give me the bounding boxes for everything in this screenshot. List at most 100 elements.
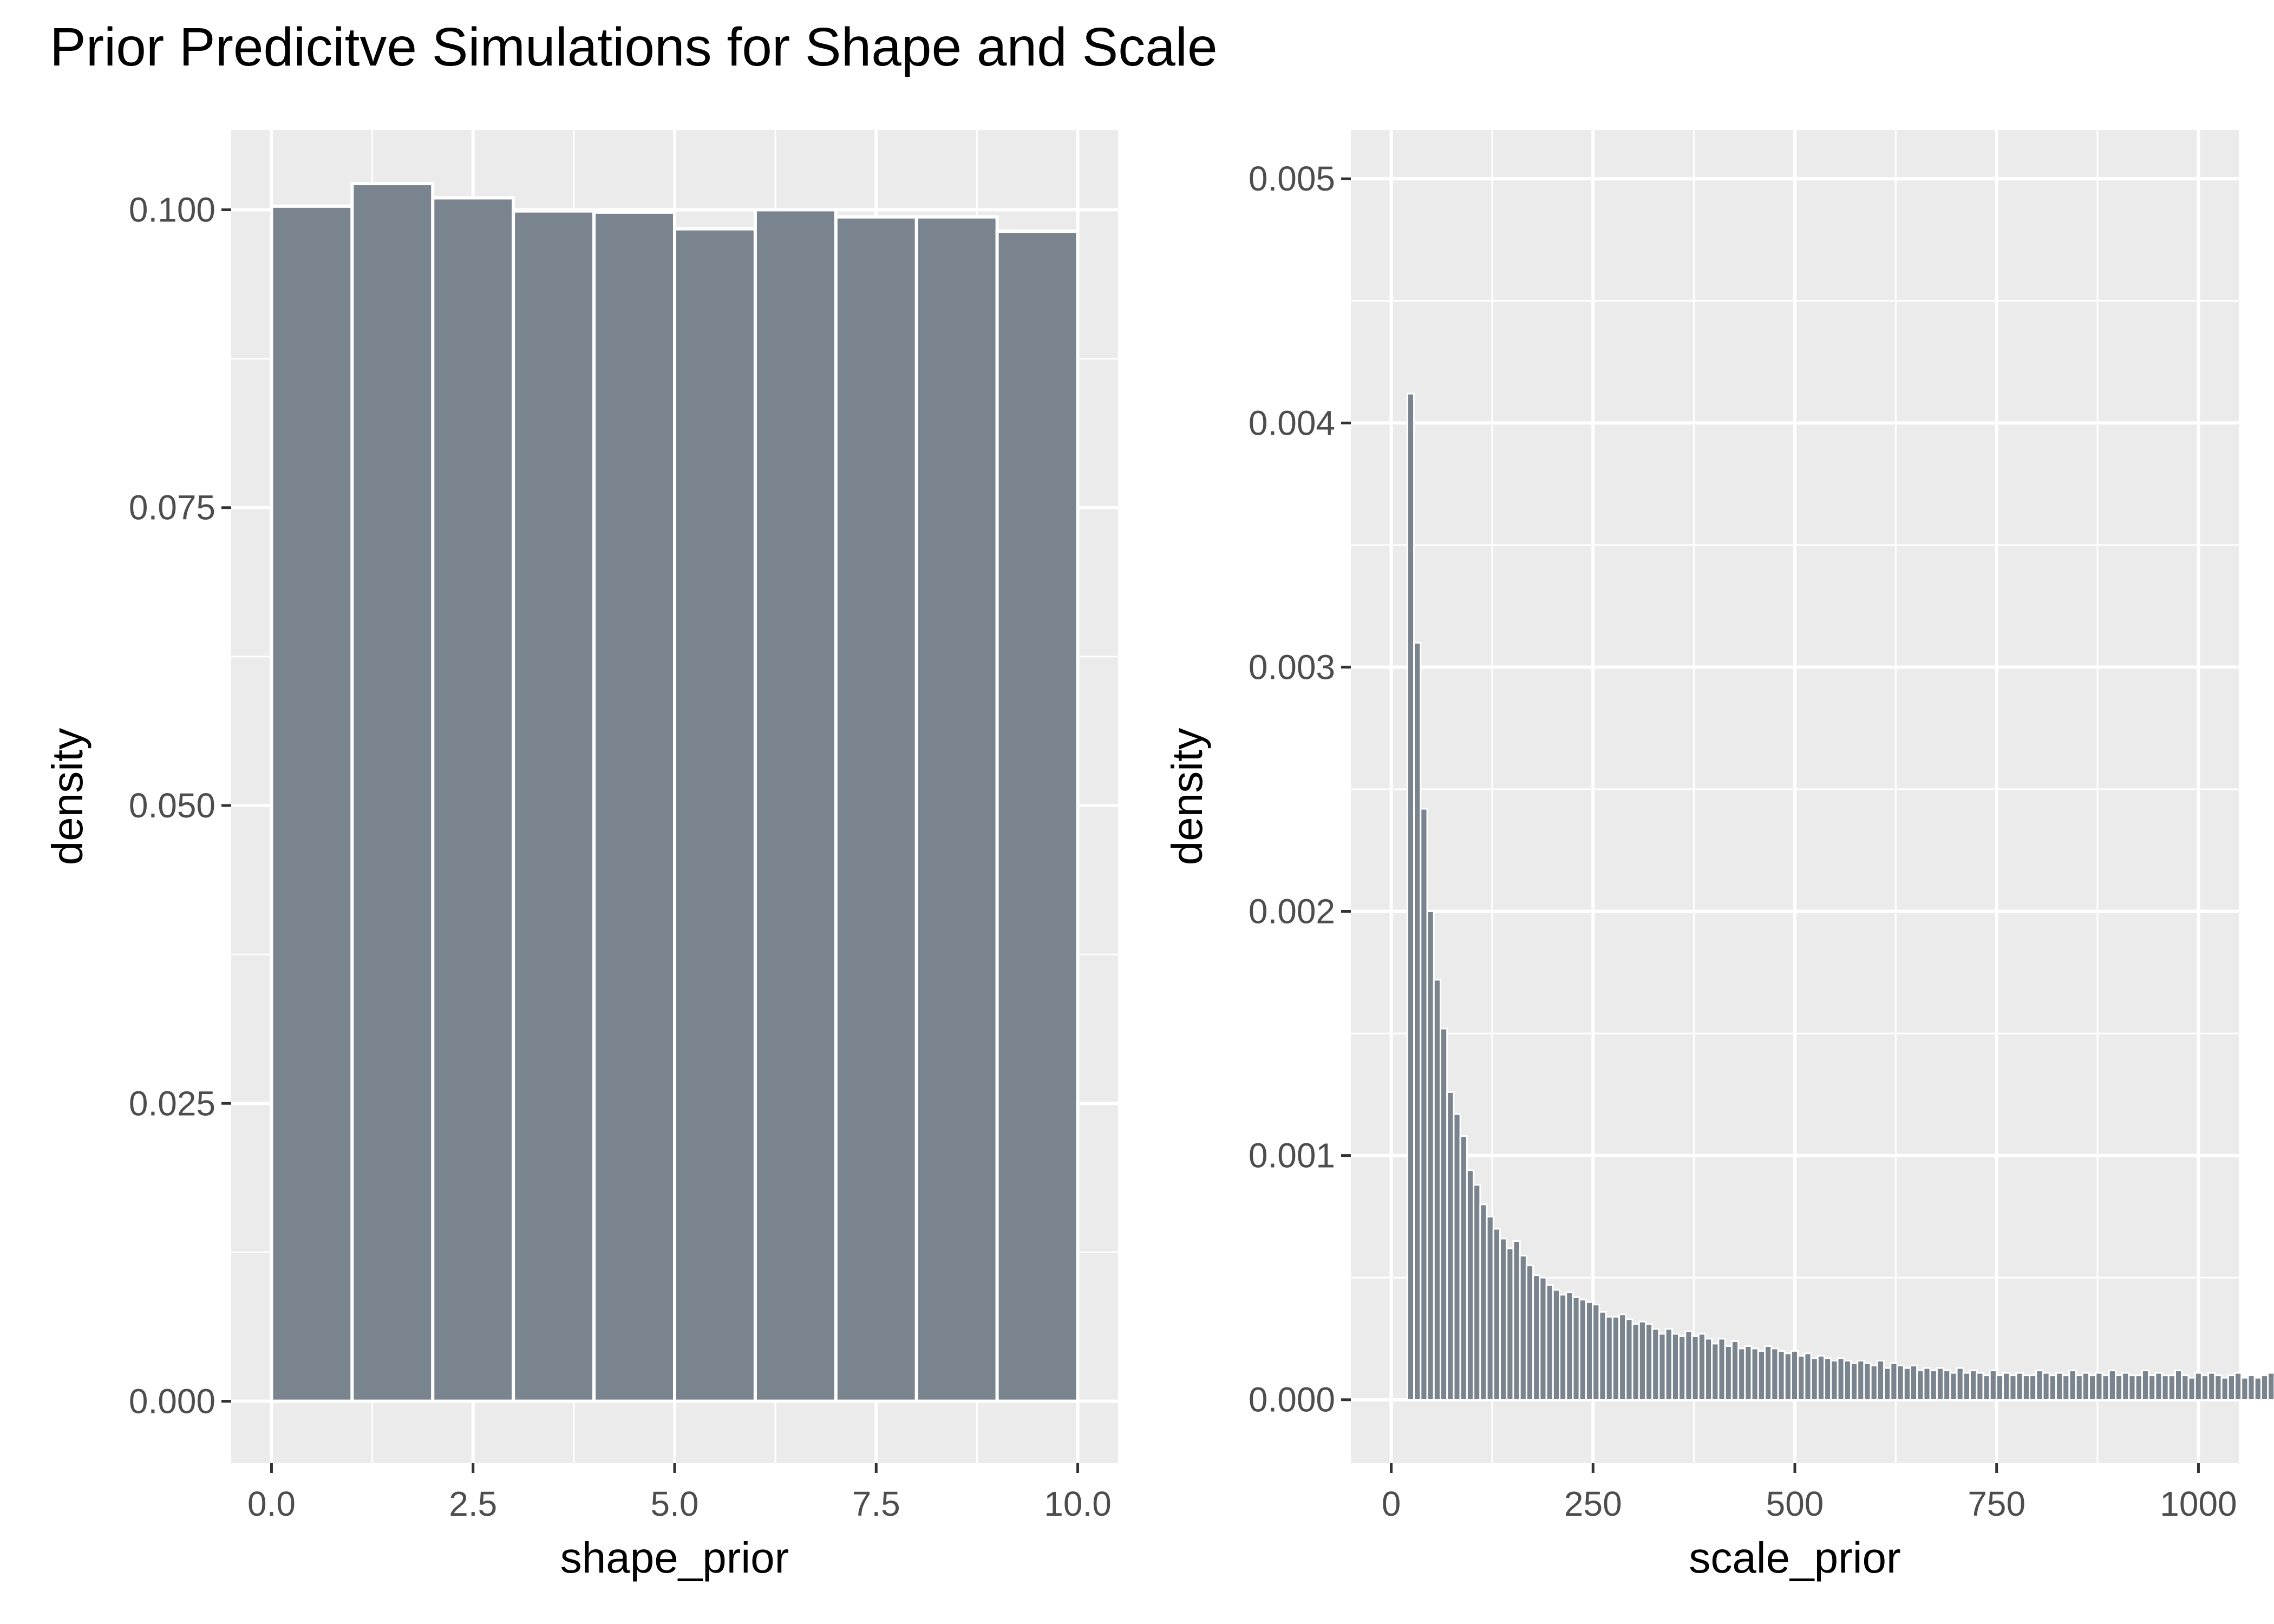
histogram-bar — [2114, 1374, 2123, 1401]
y-tick-label: 0.004 — [1249, 403, 1335, 442]
y-tick-label: 0.005 — [1249, 159, 1335, 198]
histogram-bar — [1770, 1347, 1779, 1401]
histogram-bar — [1433, 979, 1441, 1401]
histogram-bar — [2048, 1374, 2057, 1401]
histogram-bar — [1790, 1350, 1799, 1401]
histogram-bar — [1737, 1347, 1746, 1401]
histogram-bar — [2154, 1372, 2163, 1401]
histogram-bar — [1870, 1365, 1878, 1401]
histogram-bar — [1625, 1318, 1633, 1401]
histogram-bar — [512, 209, 596, 1403]
scale-prior-histogram: 0.000 0.001 0.002 0.003 0.004 0.005 0 250 500 750… — [1163, 130, 2274, 1582]
histogram-bar — [1936, 1367, 1945, 1401]
histogram-bar — [2108, 1370, 2116, 1401]
histogram-bar — [2234, 1372, 2243, 1401]
histogram-bar — [1717, 1338, 1726, 1401]
y-tick-label: 0.003 — [1249, 647, 1335, 686]
histogram-bar — [1909, 1365, 1918, 1401]
histogram-bar — [2134, 1374, 2143, 1401]
histogram-bar — [1506, 1247, 1514, 1401]
histogram-bar — [2068, 1370, 2077, 1401]
histogram-bar — [2174, 1370, 2183, 1401]
histogram-bar — [2121, 1372, 2130, 1401]
x-tick-label: 500 — [1766, 1484, 1824, 1523]
x-tick-label: 0 — [1382, 1484, 1401, 1523]
y-tick-label: 0.000 — [129, 1382, 215, 1421]
histogram-bar — [1843, 1360, 1852, 1401]
histogram-bar — [1890, 1362, 1898, 1401]
histogram-bar — [2220, 1377, 2229, 1401]
histogram-bar — [1691, 1335, 1700, 1401]
histogram-bar — [1578, 1299, 1587, 1401]
histogram-bar — [1704, 1338, 1713, 1401]
histogram-bar — [1810, 1357, 1819, 1401]
histogram-bar — [1962, 1372, 1971, 1401]
y-tick-label: 0.075 — [129, 488, 215, 527]
histogram-bar — [2009, 1374, 2017, 1401]
histogram-bar — [1644, 1323, 1654, 1401]
histogram-bar — [673, 227, 757, 1403]
histogram-bar — [1406, 392, 1415, 1401]
histogram-bar — [1949, 1372, 1958, 1401]
histogram-bar — [1486, 1215, 1494, 1401]
histogram-bar — [2148, 1374, 2157, 1401]
histogram-bar — [1684, 1330, 1693, 1401]
histogram-bar — [1857, 1360, 1865, 1401]
histogram-bar — [2075, 1374, 2083, 1401]
histogram-bar — [2029, 1374, 2037, 1401]
histogram-bar — [1552, 1289, 1561, 1401]
histogram-bar — [1559, 1294, 1567, 1401]
histogram-bar — [1982, 1374, 1991, 1401]
histogram-bar — [1605, 1315, 1613, 1401]
histogram-bar — [1631, 1323, 1640, 1401]
histogram-bar — [2042, 1372, 2050, 1401]
histogram-bar — [1724, 1345, 1733, 1401]
histogram-bar — [1883, 1367, 1892, 1401]
x-tick-label: 250 — [1564, 1484, 1622, 1523]
histogram-bar — [2194, 1372, 2203, 1401]
histogram-bar — [1572, 1296, 1580, 1401]
histogram-bar — [1711, 1343, 1720, 1401]
histogram-bar — [1532, 1274, 1541, 1401]
histogram-bar — [1545, 1284, 1554, 1401]
x-axis-title: scale_prior — [1689, 1534, 1900, 1582]
histogram-bar — [2167, 1374, 2177, 1401]
histogram-bar — [914, 215, 999, 1403]
histogram-bar — [2081, 1372, 2090, 1401]
histogram-bar — [1446, 1091, 1455, 1401]
histogram-bar — [1850, 1362, 1859, 1401]
histogram-bar — [1439, 1027, 1448, 1401]
histogram-bar — [2095, 1372, 2103, 1401]
histogram-bar — [2214, 1374, 2223, 1401]
y-tick-label: 0.100 — [129, 190, 215, 229]
histogram-bar — [2240, 1377, 2249, 1401]
histogram-bar — [1565, 1291, 1574, 1401]
histogram-bar — [834, 215, 918, 1403]
histogram-bar — [2200, 1374, 2210, 1401]
histogram-bar — [1783, 1352, 1792, 1401]
histogram-bar — [1777, 1350, 1786, 1401]
histogram-bar — [1413, 641, 1422, 1401]
x-tick-label: 0.0 — [247, 1484, 296, 1523]
histogram-bar — [1797, 1355, 1806, 1401]
x-tick-label: 2.5 — [449, 1484, 497, 1523]
histogram-bar — [1651, 1328, 1660, 1401]
histogram-bar — [1816, 1355, 1826, 1401]
histogram-bar — [1658, 1333, 1667, 1401]
histogram-bar — [2247, 1374, 2256, 1401]
histogram-bar — [1426, 911, 1435, 1401]
histogram-bar — [2015, 1372, 2024, 1401]
histogram-bar — [1969, 1370, 1978, 1401]
histogram-bar — [1420, 808, 1428, 1401]
histogram-bar — [2128, 1374, 2136, 1401]
histogram-bar — [2253, 1377, 2262, 1401]
y-tick-label: 0.025 — [129, 1084, 215, 1123]
histogram-bar — [753, 208, 838, 1403]
histogram-bar — [1618, 1313, 1627, 1401]
histogram-bar — [1876, 1360, 1885, 1401]
histogram-bar — [1479, 1203, 1488, 1401]
histogram-bar — [1453, 1113, 1461, 1401]
histogram-bar — [1492, 1228, 1501, 1401]
histogram-bar — [2187, 1377, 2196, 1401]
